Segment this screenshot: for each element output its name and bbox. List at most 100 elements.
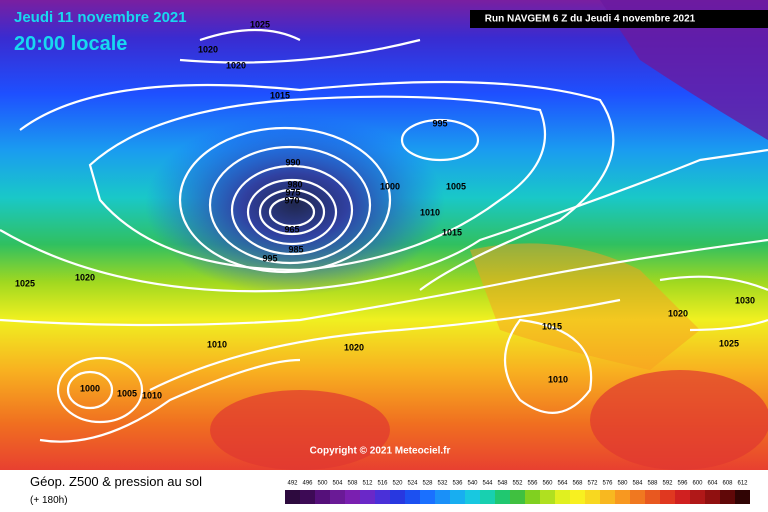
isobar-label: 1000 [380,181,400,191]
scale-swatch [600,490,615,504]
scale-swatch [525,490,540,504]
scale-swatch [585,490,600,504]
scale-swatch [570,490,585,504]
isobar-label: 980 [287,179,302,189]
isobar-label: 1015 [542,321,562,331]
scale-label: 520 [392,481,403,487]
isobar-label: 1010 [142,390,162,400]
isobar-label: 1005 [117,388,137,398]
isobar-label: 1005 [446,181,466,191]
scale-swatch [285,490,300,504]
isobar-label: 995 [262,253,277,263]
isobar-label: 1020 [344,342,364,352]
scale-label: 584 [632,481,643,487]
scale-label: 504 [332,481,343,487]
isobar-label: 1025 [250,19,270,29]
scale-label: 604 [707,481,718,487]
scale-label: 512 [362,481,373,487]
scale-label: 544 [482,481,493,487]
scale-swatch [420,490,435,504]
legend-title: Géop. Z500 & pression au sol [30,474,202,489]
scale-swatch [390,490,405,504]
run: Run NAVGEM 6 Z du Jeudi 4 novembre 2021 [485,14,696,25]
scale-swatch [555,490,570,504]
scale-label: 568 [572,481,583,487]
scale-swatch [435,490,450,504]
scale-swatch [360,490,375,504]
scale-swatch [705,490,720,504]
scale-swatch [510,490,525,504]
scale-swatch [540,490,555,504]
scale-label: 524 [407,481,418,487]
isobar-label: 1015 [442,227,462,237]
scale-swatch [405,490,420,504]
scale-label: 516 [377,481,388,487]
isobar-label: 1020 [75,272,95,282]
isobar-label: 965 [284,224,299,234]
scale-swatch [300,490,315,504]
scale-swatch [315,490,330,504]
isobar-label: 970 [284,195,299,205]
scale-label: 560 [542,481,553,487]
isobar-label: 1020 [198,44,218,54]
isobar-label: 1000 [80,383,100,393]
scale-label: 564 [557,481,568,487]
scale-label: 600 [692,481,703,487]
scale-label: 536 [452,481,463,487]
scale-label: 608 [722,481,733,487]
scale-swatch [720,490,735,504]
isobar-label: 1020 [226,60,246,70]
scale-label: 548 [497,481,508,487]
color-scale: 492 496 500 504 508 512 516 520 524 528 532 536 540 5… [285,481,750,504]
isobars [0,28,768,443]
scale-swatch [690,490,705,504]
time: 20:00 locale [14,33,127,55]
scale-label: 588 [647,481,658,487]
scale-label: 552 [512,481,523,487]
legend-subtitle: (+ 180h) [30,495,68,506]
isobar-label: 1025 [15,278,35,288]
isobar-label: 1010 [420,207,440,217]
scale-label: 580 [617,481,628,487]
run-box [470,10,768,28]
scale-label: 576 [602,481,613,487]
scale-label: 596 [677,481,688,487]
scale-swatch [345,490,360,504]
scale-swatch [675,490,690,504]
scale-label: 540 [467,481,478,487]
date: Jeudi 11 novembre 2021 [14,9,187,26]
isobar-label: 985 [288,244,303,254]
scale-swatch [495,490,510,504]
scale-swatch [480,490,495,504]
scale-label: 592 [662,481,673,487]
scale-label: 532 [437,481,448,487]
scale-label: 572 [587,481,598,487]
scale-swatch [630,490,645,504]
isobar-label: 975 [285,187,300,197]
isobar-label: 1030 [735,295,755,305]
scale-label: 500 [317,481,328,487]
scale-swatch [465,490,480,504]
isobar-label: 990 [285,157,300,167]
scale-swatch [660,490,675,504]
isobar-label: 1020 [668,308,688,318]
scale-swatch [645,490,660,504]
scale-label: 528 [422,481,433,487]
scale-label: 556 [527,481,538,487]
scale-label: 492 [287,481,298,487]
scale-swatch [615,490,630,504]
scale-label: 612 [737,481,748,487]
isobar-label: 995 [432,118,447,128]
scale-label: 508 [347,481,358,487]
scale-label: 496 [302,481,313,487]
scale-swatch [375,490,390,504]
copyright: Copyright © 2021 Meteociel.fr [310,446,451,457]
isobar-label: 1025 [719,338,739,348]
scale-swatch [735,490,750,504]
isobar-label: 1015 [270,90,290,100]
scale-swatch [330,490,345,504]
isobar-label: 1010 [548,374,568,384]
scale-swatch [450,490,465,504]
